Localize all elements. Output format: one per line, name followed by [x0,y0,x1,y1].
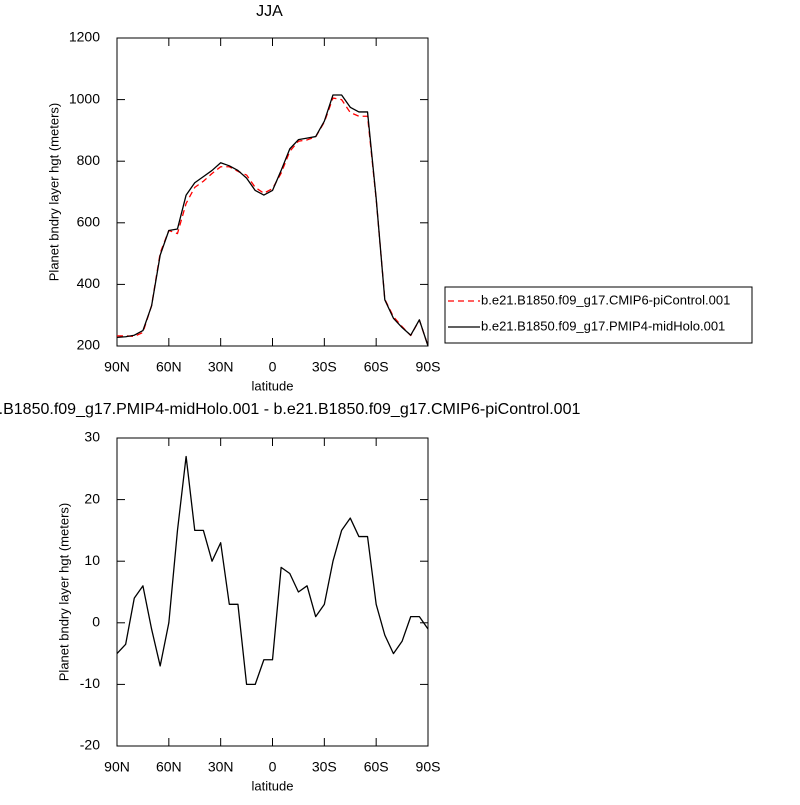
chart-title: b.e21.B1850.f09_g17.PMIP4-midHolo.001 - … [0,401,580,418]
x-axis-title: latitude [252,378,294,393]
legend-box [444,286,753,344]
y-tick-label: 30 [84,429,100,445]
plot-frame [116,437,429,747]
x-tick-label: 60S [364,759,389,775]
x-tick-label: 90S [416,359,441,375]
x-tick-label: 30N [208,359,234,375]
plot-frame [116,37,429,347]
y-tick-label: 0 [92,614,100,630]
x-tick-label: 30S [312,759,337,775]
legend-label: b.e21.B1850.f09_g17.PMIP4-midHolo.001 [481,318,725,333]
x-tick-label: 60N [156,359,182,375]
y-tick-label: -10 [80,675,100,691]
x-tick-label: 90N [104,359,130,375]
legend: b.e21.B1850.f09_g17.CMIP6-piControl.001b… [444,286,753,344]
x-tick-label: 0 [269,759,277,775]
y-axis-title: Planet bndry layer hgt (meters) [56,503,71,681]
x-tick-label: 30S [312,359,337,375]
x-axis-title: latitude [252,778,294,793]
x-tick-label: 0 [269,359,277,375]
y-tick-label: -20 [80,737,100,753]
y-tick-label: 600 [77,214,101,230]
y-tick-label: 800 [77,152,101,168]
y-tick-label: 1200 [69,29,100,45]
y-tick-label: 1000 [69,90,100,106]
y-tick-label: 20 [84,490,100,506]
x-tick-label: 90N [104,759,130,775]
y-tick-label: 10 [84,552,100,568]
x-tick-label: 30N [208,759,234,775]
series-line [117,97,429,346]
y-tick-label: 200 [77,337,101,353]
x-tick-label: 90S [416,759,441,775]
y-axis-title: Planet bndry layer hgt (meters) [46,103,61,281]
legend-label: b.e21.B1850.f09_g17.CMIP6-piControl.001 [481,292,730,307]
series-line [116,455,429,686]
y-tick-label: 400 [77,275,101,291]
x-tick-label: 60S [364,359,389,375]
series-line [116,94,429,347]
x-tick-label: 60N [156,759,182,775]
chart-title: JJA [256,3,283,20]
